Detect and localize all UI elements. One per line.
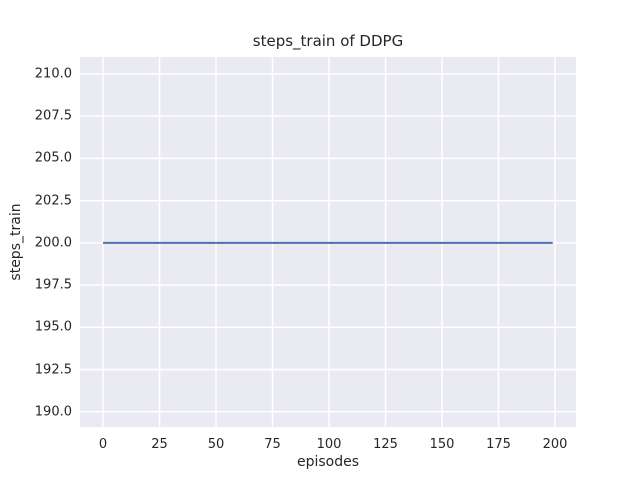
y-tick-label: 195.0 (34, 319, 72, 335)
x-tick-label: 175 (486, 437, 511, 452)
x-tick-label: 0 (98, 437, 108, 452)
x-tick-label: 75 (264, 437, 281, 452)
y-tick-label: 205.0 (34, 150, 72, 166)
y-tick-label: 207.5 (34, 108, 72, 124)
y-tick-label: 192.5 (34, 362, 72, 378)
y-tick-label: 200.0 (34, 235, 72, 251)
y-tick-label: 210.0 (34, 66, 72, 82)
x-tick-label: 100 (316, 437, 342, 452)
x-axis-label: episodes (296, 454, 360, 470)
x-tick-label: 25 (151, 437, 168, 452)
plot-canvas (80, 57, 576, 427)
y-axis-label: steps_train (8, 203, 24, 281)
y-tick-label: 202.5 (34, 193, 72, 209)
x-tick-label: 125 (373, 437, 398, 452)
x-tick-label: 150 (429, 437, 455, 452)
y-tick-label: 197.5 (34, 277, 72, 293)
y-tick-label: 190.0 (34, 404, 72, 420)
plot-area (80, 57, 576, 427)
chart-title: steps_train of DDPG (252, 32, 404, 50)
x-tick-label: 200 (542, 437, 568, 452)
x-tick-label: 50 (207, 437, 225, 452)
